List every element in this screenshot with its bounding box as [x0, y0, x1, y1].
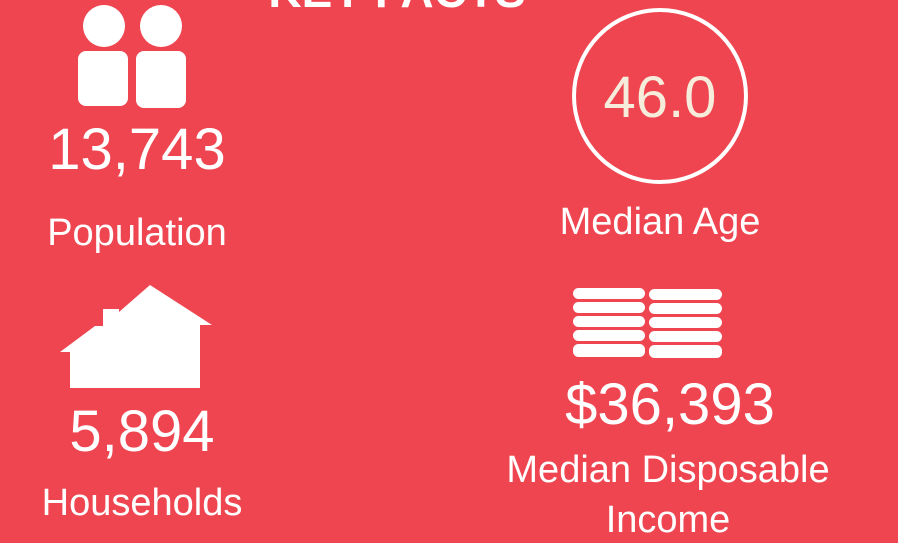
people-icon [78, 5, 186, 108]
fact-label: Population [47, 212, 227, 254]
title: KEY FACTS [268, 0, 525, 18]
house-icon [60, 285, 212, 388]
coins-icon [573, 288, 722, 358]
fact-label: Median Disposable Income [506, 449, 830, 541]
fact-value: $36,393 [565, 372, 775, 437]
age-circle [572, 8, 748, 184]
fact-label: Households [41, 482, 243, 524]
fact-value: 13,743 [48, 117, 226, 182]
fact-value: 46.0 [603, 65, 717, 130]
fact-label: Median Age [559, 201, 761, 243]
fact-value: 5,894 [69, 399, 215, 464]
